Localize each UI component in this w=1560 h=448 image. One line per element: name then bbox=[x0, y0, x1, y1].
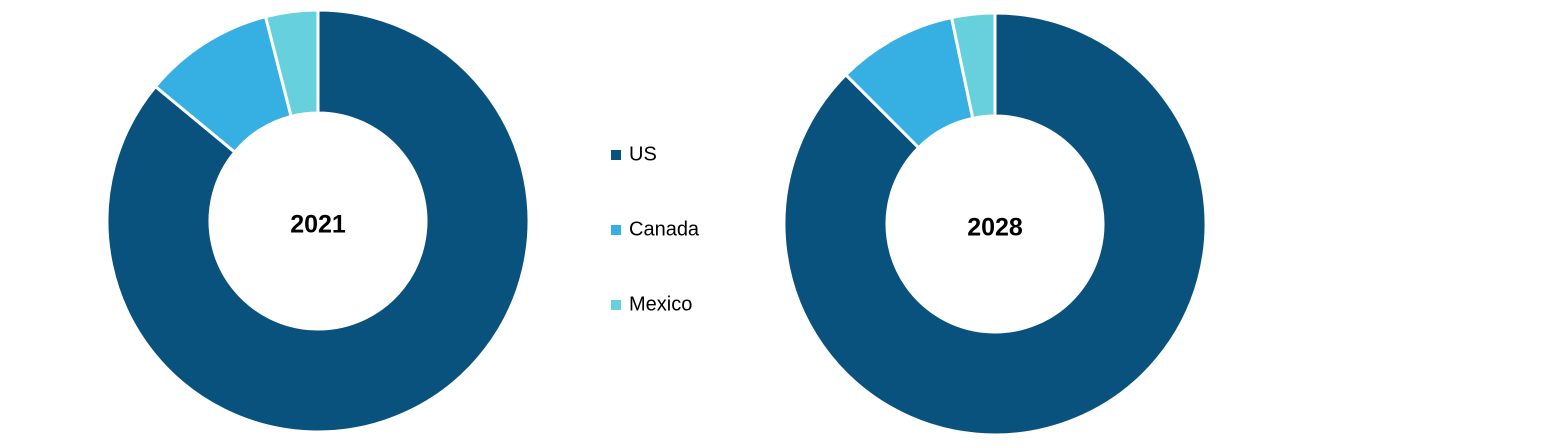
donut-slice bbox=[782, 11, 1208, 437]
legend-label: Canada bbox=[629, 218, 700, 240]
legend-swatch bbox=[611, 300, 621, 310]
donut-slice bbox=[105, 8, 531, 434]
legend-swatch bbox=[611, 150, 621, 160]
center-label: 2021 bbox=[290, 211, 346, 239]
legend-label: Mexico bbox=[629, 293, 692, 315]
legend-label: US bbox=[629, 143, 657, 165]
center-label: 2028 bbox=[967, 214, 1023, 242]
donut-slice bbox=[263, 8, 320, 119]
legend-swatch bbox=[611, 225, 621, 235]
donut-slice bbox=[949, 11, 997, 121]
